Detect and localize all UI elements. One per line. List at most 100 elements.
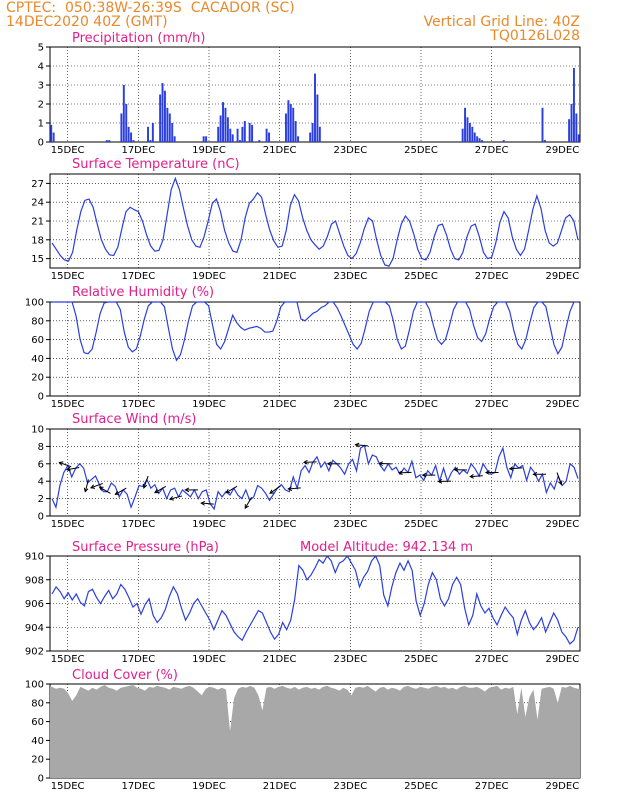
- x-tick-label: 27DEC: [475, 654, 509, 665]
- wind-arrow-head: [114, 490, 120, 495]
- x-tick-label: 15DEC: [51, 781, 85, 792]
- y-tick-label: 24: [31, 198, 44, 209]
- precip-bar: [478, 138, 481, 142]
- wind-arrow-head: [154, 488, 159, 494]
- wind-arrow: [66, 467, 80, 471]
- model-run-code: TQ0126L028: [490, 28, 580, 44]
- x-tick-label: 21DEC: [263, 399, 297, 410]
- wind-arrow-head: [453, 467, 459, 473]
- wind-arrow-head: [378, 461, 383, 466]
- precip-bar: [132, 140, 135, 142]
- precip-bar: [168, 113, 171, 142]
- precip-bar: [575, 113, 578, 142]
- y-tick-label: 902: [25, 647, 44, 658]
- wind-arrow-head: [397, 470, 403, 476]
- x-tick-label: 23DEC: [333, 145, 367, 156]
- wind-arrow: [355, 444, 369, 447]
- y-tick-label: 60: [31, 335, 44, 346]
- precip-bar: [577, 134, 580, 142]
- wind-arrow: [90, 482, 103, 489]
- y-tick-label: 0: [38, 512, 44, 523]
- x-tick-label: 29DEC: [545, 145, 579, 156]
- precip-bar: [239, 140, 241, 142]
- y-tick-label: 60: [31, 717, 44, 728]
- x-tick-label: 27DEC: [475, 271, 509, 282]
- precip-bar: [171, 123, 174, 142]
- y-tick-label: 40: [31, 736, 44, 747]
- precip-bar: [297, 136, 300, 142]
- precip-bar: [243, 121, 246, 142]
- wind-arrow-head: [58, 461, 64, 466]
- y-tick-label: 0: [38, 138, 44, 149]
- precip-bar: [572, 67, 575, 142]
- y-tick-label: 3: [38, 81, 44, 92]
- precip-bar: [229, 128, 232, 142]
- precip-bar: [217, 126, 220, 142]
- wind-arrow: [59, 461, 72, 468]
- wind-arrow: [99, 486, 111, 494]
- x-tick-label: 27DEC: [475, 519, 509, 530]
- wind-arrow-head: [90, 484, 96, 489]
- precip-bar: [205, 136, 208, 142]
- precip-bar: [236, 128, 239, 142]
- wind-arrow: [154, 485, 167, 494]
- wind-arrow: [201, 502, 214, 505]
- y-tick-label: 908: [25, 575, 44, 586]
- y-tick-label: 904: [25, 623, 44, 634]
- panel-3: 15DEC 17DEC 19DEC 21DEC 23DEC 25DEC 27DEC 29DEC…: [25, 285, 581, 410]
- x-tick-label: 21DEC: [263, 519, 297, 530]
- precip-bar: [166, 107, 169, 142]
- x-tick-label: 17DEC: [121, 781, 155, 792]
- panel-title: Surface Temperature (nC): [72, 157, 240, 172]
- wind-arrow-head: [83, 487, 89, 493]
- x-tick-label: 23DEC: [333, 781, 367, 792]
- x-tick-label: 23DEC: [333, 519, 367, 530]
- precip-bar: [173, 136, 176, 142]
- wind-arrow: [169, 495, 183, 500]
- y-tick-label: 80: [31, 698, 44, 709]
- x-tick-label: 29DEC: [545, 781, 579, 792]
- precip-bar: [568, 119, 571, 142]
- x-tick-label: 27DEC: [475, 781, 509, 792]
- x-tick-label: 25DEC: [404, 399, 438, 410]
- precip-bar: [151, 123, 154, 142]
- y-tick-label: 15: [31, 254, 44, 265]
- wind-arrow-head: [287, 486, 293, 492]
- y-tick-label: 6: [38, 459, 44, 470]
- wind-arrow: [269, 485, 281, 494]
- wind-arrow: [288, 487, 301, 490]
- precip-bar: [147, 126, 149, 142]
- panel-frame: [49, 301, 581, 397]
- panel-title: Cloud Cover (%): [72, 668, 178, 683]
- precip-bar: [161, 83, 164, 142]
- precip-bar: [108, 140, 111, 142]
- precip-bar: [481, 140, 483, 142]
- x-tick-label: 19DEC: [192, 145, 226, 156]
- panel-title: Surface Pressure (hPa): [72, 540, 219, 555]
- precip-bar: [464, 107, 467, 142]
- panel-title: Relative Humidity (%): [72, 285, 214, 300]
- precip-bar: [251, 124, 254, 142]
- wind-arrow-head: [326, 461, 332, 467]
- y-tick-label: 18: [31, 235, 44, 246]
- y-tick-label: 100: [25, 680, 44, 691]
- x-tick-label: 15DEC: [51, 271, 85, 282]
- x-tick-label: 29DEC: [545, 271, 579, 282]
- precip-bar: [130, 132, 133, 142]
- x-tick-label: 29DEC: [545, 654, 579, 665]
- x-tick-label: 19DEC: [192, 399, 226, 410]
- precip-bar: [287, 100, 290, 142]
- precip-bar: [468, 123, 471, 142]
- x-tick-label: 21DEC: [263, 654, 297, 665]
- x-tick-label: 25DEC: [404, 781, 438, 792]
- y-tick-label: 5: [38, 43, 44, 54]
- series-line: [51, 444, 579, 511]
- wind-arrow-head: [184, 487, 190, 493]
- y-tick-label: 0: [38, 392, 44, 403]
- wind-arrow: [84, 479, 89, 492]
- wind-arrow-head: [437, 479, 443, 484]
- wind-arrow-head: [484, 470, 490, 475]
- precip-bar: [471, 126, 474, 142]
- precip-bar: [294, 121, 297, 142]
- wind-arrow-head: [508, 466, 514, 471]
